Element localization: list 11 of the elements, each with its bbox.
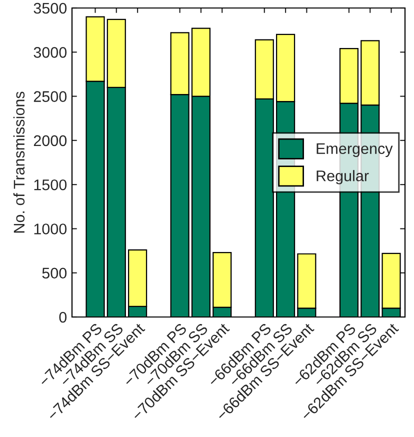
y-tick-label: 3500 [34,2,67,14]
legend-label: Emergency [316,143,393,158]
y-tick-label: 0 [59,312,67,323]
y-tick-label: 2000 [34,135,67,146]
legend-label: Regular [316,170,369,184]
y-tick-label: 1000 [34,224,67,234]
y-tick-label: 500 [42,268,67,279]
y-tick-label: 3000 [34,47,67,58]
y-tick-label: 1500 [34,179,67,190]
y-axis-title: No. of Transmissions [13,92,25,233]
y-tick-label: 2500 [34,91,67,102]
